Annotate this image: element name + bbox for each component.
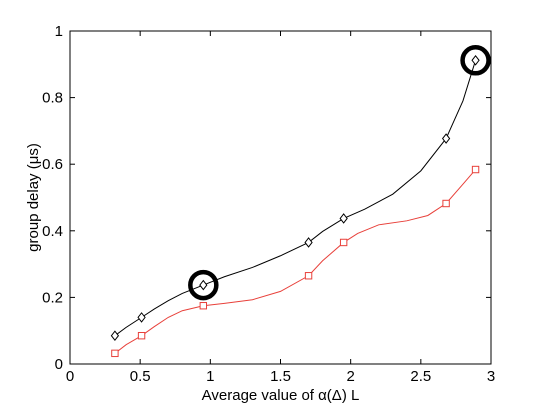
series-1-point	[339, 213, 348, 224]
x-tick-label: 2	[346, 368, 354, 385]
series-2-line	[114, 169, 476, 354]
x-tick-label: 2.5	[410, 368, 431, 385]
series-1-point	[110, 330, 120, 342]
series-2-point	[304, 272, 313, 280]
series-2-point	[137, 331, 146, 340]
y-axis-ticks: 0 0.2 0.4 0.6 0.8 1	[42, 23, 491, 373]
y-tick-label: 0.4	[42, 223, 63, 240]
series-1-point	[137, 312, 146, 323]
series-1-point	[199, 279, 208, 291]
series-1-point	[441, 133, 451, 144]
series-1-line	[114, 60, 477, 337]
series-2-point	[471, 165, 480, 174]
series-layer	[110, 54, 480, 358]
y-axis-label: group delay (μs)	[25, 143, 42, 252]
series-1-point	[304, 237, 313, 248]
series-2-point	[199, 302, 208, 310]
highlight-circle	[460, 45, 491, 76]
series-2-point	[111, 349, 119, 358]
x-tick-label: 0.5	[130, 368, 151, 385]
y-tick-label: 0.2	[42, 289, 63, 306]
x-tick-label: 3	[487, 368, 495, 385]
y-tick-label: 0.6	[42, 156, 63, 173]
x-tick-label: 1	[206, 368, 214, 385]
y-tick-label: 0	[55, 356, 63, 373]
series-1-point	[471, 54, 480, 66]
series-2-point	[442, 199, 450, 208]
series-2-point	[339, 238, 348, 247]
x-tick-label: 1.5	[270, 368, 291, 385]
x-axis-label: Average value of α(Δ) L	[202, 387, 360, 404]
y-tick-label: 1	[55, 23, 63, 40]
x-tick-label: 0	[66, 368, 74, 385]
x-axis-ticks: 0 0.5 1 1.5 2 2.5 3	[66, 31, 495, 385]
highlight-circle	[188, 269, 219, 301]
highlight-layer	[188, 45, 491, 301]
plot-area	[69, 30, 492, 365]
y-tick-label: 0.8	[42, 90, 63, 107]
